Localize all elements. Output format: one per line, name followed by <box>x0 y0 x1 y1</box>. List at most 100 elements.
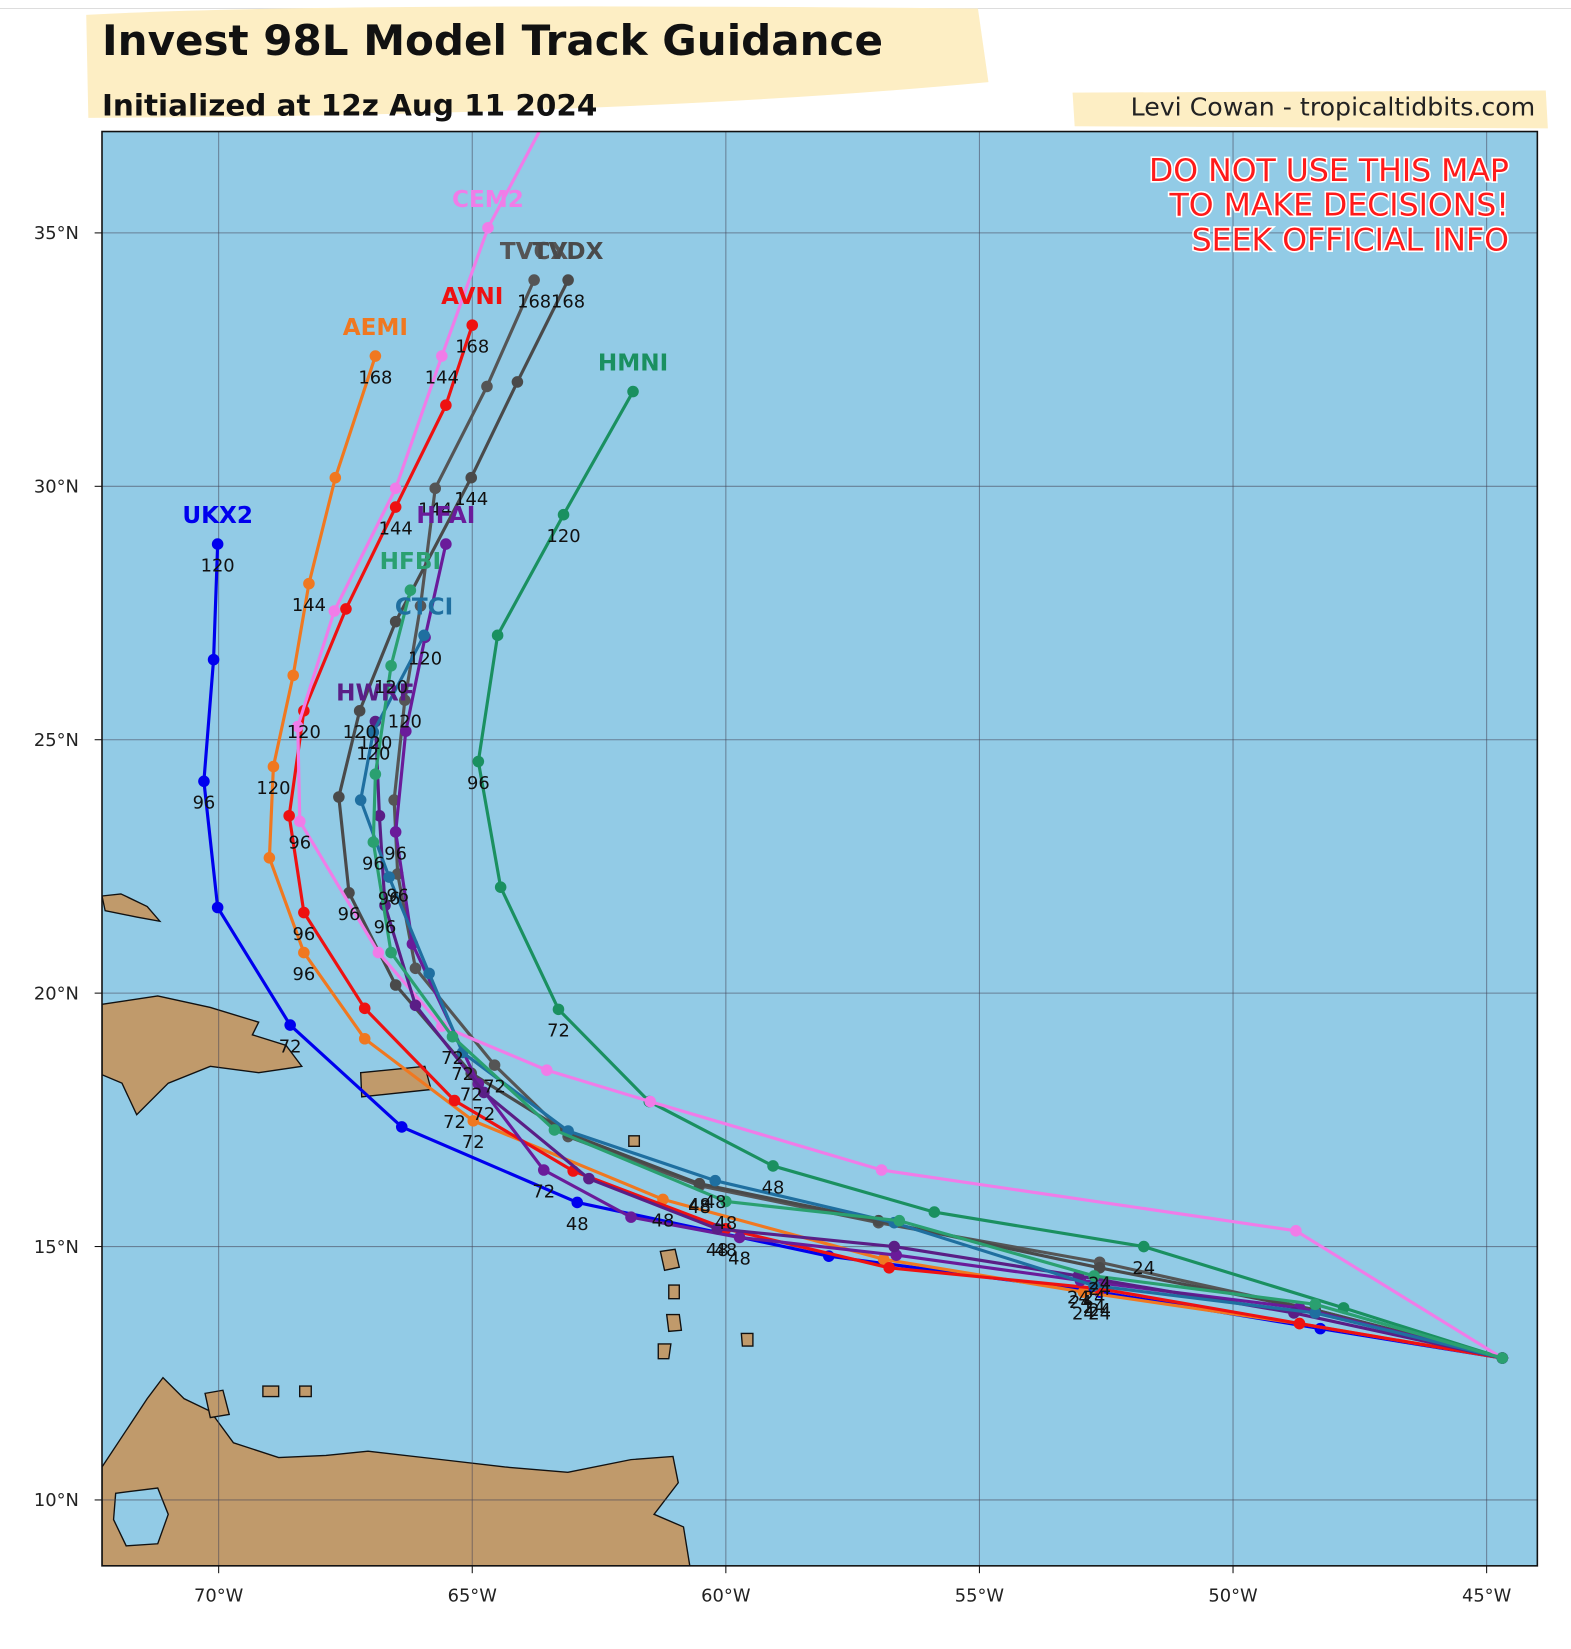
hour-label: 168 <box>358 367 392 388</box>
track-point <box>537 1164 550 1176</box>
model-name: HFBI <box>380 549 441 575</box>
hour-label: 72 <box>451 1064 474 1085</box>
track-point <box>385 946 397 959</box>
hour-label: 72 <box>441 1048 464 1069</box>
warning-line: TO MAKE DECISIONS! <box>1169 188 1509 224</box>
track-point <box>400 725 412 737</box>
track-point <box>373 809 386 822</box>
hour-label: 120 <box>287 722 321 743</box>
y-tick-label: 35°N <box>34 223 79 244</box>
track-point <box>767 1160 779 1172</box>
model-name: TVDX <box>533 239 604 265</box>
hour-label: 24 <box>1083 1297 1106 1318</box>
hour-label: 96 <box>362 853 385 874</box>
hour-label: 24 <box>1088 1300 1111 1321</box>
hour-label: 120 <box>388 712 422 733</box>
track-point <box>1077 1286 1090 1298</box>
hour-label: 48 <box>652 1211 675 1232</box>
track-point <box>291 720 304 733</box>
track-point <box>548 1124 561 1136</box>
track-point <box>267 760 280 773</box>
track-point <box>418 629 430 642</box>
track-point <box>1309 1298 1321 1311</box>
hour-label: 120 <box>546 526 580 547</box>
track-point <box>494 881 507 893</box>
track-point <box>883 1262 895 1274</box>
hour-label: 24 <box>1132 1258 1155 1279</box>
model-name: TVCX <box>500 239 569 265</box>
hour-label: 72 <box>443 1112 466 1133</box>
hour-label: 120 <box>256 778 290 799</box>
island <box>262 1385 280 1398</box>
track-point <box>369 768 382 780</box>
track-point <box>367 726 380 738</box>
track-point <box>354 794 367 806</box>
track-point <box>562 274 574 286</box>
cuba-tip <box>101 893 162 923</box>
hour-label: 96 <box>384 843 407 864</box>
y-tick-label: 15°N <box>34 1237 79 1258</box>
track-point <box>369 350 382 362</box>
hour-label: 96 <box>338 904 361 925</box>
hour-label: 120 <box>343 722 377 743</box>
island <box>668 1284 680 1300</box>
hour-label: 72 <box>483 1076 506 1097</box>
track-point <box>733 1231 746 1244</box>
hour-label: 72 <box>462 1132 485 1153</box>
track-point <box>389 615 402 628</box>
x-tick-label: 65°W <box>448 1586 498 1607</box>
hour-label: 144 <box>454 489 488 510</box>
island <box>659 1248 681 1272</box>
track-point <box>1088 1279 1100 1292</box>
labels: 24 48 72 96 120 UKX2 24 48 72 96 120 144 168 AEMI 24 48… <box>182 187 1155 1325</box>
island <box>299 1385 312 1398</box>
y-tick-label: 25°N <box>34 730 79 751</box>
hour-label: 72 <box>473 1104 496 1125</box>
hour-label: 24 <box>1067 1287 1090 1308</box>
track-point <box>644 1095 657 1108</box>
track-point <box>385 659 397 672</box>
track-point <box>263 852 276 864</box>
track-point <box>294 815 306 828</box>
hour-label: 48 <box>706 1240 729 1261</box>
track-point <box>472 755 485 768</box>
track-point <box>436 1020 448 1032</box>
hour-label: 168 <box>551 291 585 312</box>
hour-label: 72 <box>460 1085 483 1106</box>
hour-label: 24 <box>1069 1292 1092 1313</box>
track-point <box>389 826 402 838</box>
track-point <box>711 1223 724 1235</box>
hour-label: 96 <box>193 793 216 814</box>
hour-label: 96 <box>292 924 315 945</box>
y-tick-label: 30°N <box>34 477 79 498</box>
hour-label: 120 <box>408 649 442 670</box>
track-point <box>429 482 442 495</box>
hour-label: 48 <box>704 1192 727 1213</box>
hour-label: 48 <box>714 1240 737 1261</box>
track-point <box>583 1172 595 1185</box>
hour-label: 96 <box>386 885 409 906</box>
track-point <box>1093 1262 1106 1274</box>
south-america <box>101 1376 691 1566</box>
track-point <box>488 1059 501 1071</box>
track-point <box>571 1196 584 1209</box>
subtitle: Initialized at 12z Aug 11 2024 <box>102 89 597 123</box>
island <box>665 1313 683 1333</box>
hour-label: 96 <box>378 888 401 909</box>
hour-label: 48 <box>566 1214 589 1235</box>
hour-label: 96 <box>374 917 397 938</box>
hour-label: 120 <box>356 743 390 764</box>
hour-label: 96 <box>467 773 490 794</box>
track-point <box>893 1214 906 1227</box>
track-point <box>436 350 448 362</box>
track-point <box>358 1032 371 1045</box>
track-point <box>399 694 411 706</box>
track-line <box>476 390 1503 1360</box>
track-point <box>890 1249 903 1261</box>
title: Invest 98L Model Track Guidance <box>102 16 883 65</box>
hour-label: 168 <box>455 336 489 357</box>
track-point <box>440 399 452 412</box>
track-point <box>333 791 345 803</box>
tracks <box>198 131 1509 1364</box>
